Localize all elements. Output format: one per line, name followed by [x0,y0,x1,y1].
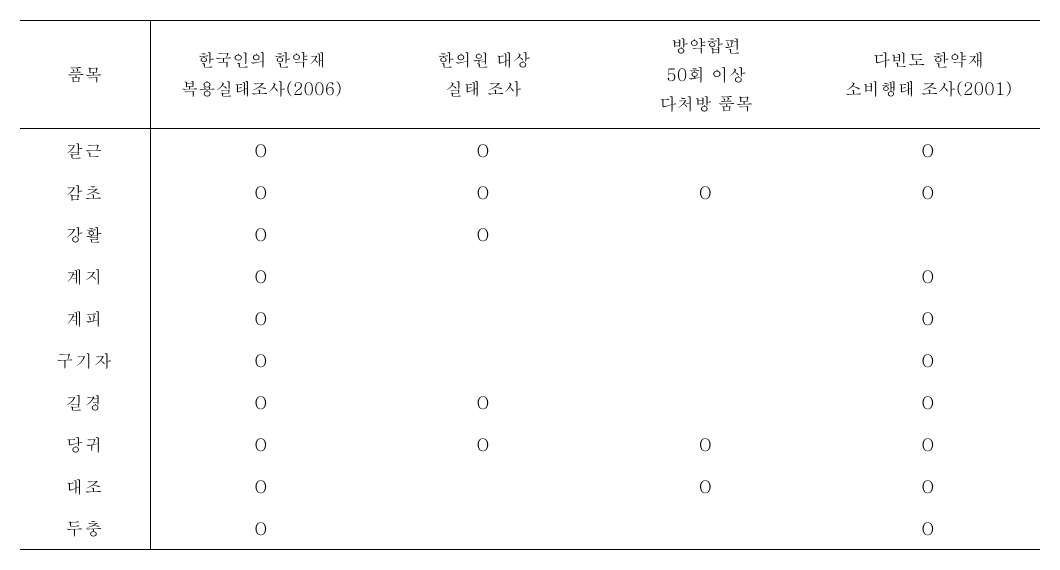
herb-survey-table: 품목 한국인의 한약재복용실태조사(2006) 한의원 대상실태 조사 방약합편… [20,20,1040,550]
mark-cell: O [373,381,595,423]
item-cell: 감초 [20,171,150,213]
table-body: 갈근 O O O 감초 O O O O 강활 O O 계지 O O 계 [20,128,1040,549]
mark-cell [595,381,817,423]
col-header-bangyak: 방약합편50회 이상다처방 품목 [595,21,817,129]
mark-cell: O [150,255,372,297]
mark-cell [595,507,817,550]
mark-cell: O [150,129,372,171]
mark-cell: O [818,171,1040,213]
table-row: 당귀 O O O O [20,423,1040,465]
mark-cell: O [818,507,1040,550]
mark-cell: O [595,171,817,213]
col-header-clinic-survey: 한의원 대상실태 조사 [373,21,595,129]
item-cell: 길경 [20,381,150,423]
mark-cell: O [595,423,817,465]
item-cell: 구기자 [20,339,150,381]
col-header-label: 다빈도 한약재소비행태 조사(2001) [845,47,1013,100]
col-header-survey-2001: 다빈도 한약재소비행태 조사(2001) [818,21,1040,129]
mark-cell: O [818,297,1040,339]
item-cell: 대조 [20,465,150,507]
table-row: 계피 O O [20,297,1040,339]
mark-cell [595,255,817,297]
mark-cell: O [818,255,1040,297]
mark-cell [595,213,817,255]
mark-cell [595,129,817,171]
mark-cell: O [150,297,372,339]
table-row: 갈근 O O O [20,129,1040,171]
mark-cell: O [818,423,1040,465]
mark-cell [373,297,595,339]
mark-cell: O [373,423,595,465]
mark-cell [373,465,595,507]
table-row: 강활 O O [20,213,1040,255]
item-cell: 갈근 [20,129,150,171]
table-row: 대조 O O O [20,465,1040,507]
table-header: 품목 한국인의 한약재복용실태조사(2006) 한의원 대상실태 조사 방약합편… [20,21,1040,129]
col-header-label: 한의원 대상실태 조사 [437,47,531,100]
mark-cell [595,339,817,381]
mark-cell: O [818,129,1040,171]
mark-cell [373,339,595,381]
table-row: 계지 O O [20,255,1040,297]
mark-cell: O [150,213,372,255]
col-header-label: 한국인의 한약재복용실태조사(2006) [181,47,342,100]
table-row: 길경 O O O [20,381,1040,423]
table-row: 두충 O O [20,507,1040,550]
col-header-survey-2006: 한국인의 한약재복용실태조사(2006) [150,21,372,129]
col-header-label: 품목 [67,62,102,86]
mark-cell: O [373,129,595,171]
table-row: 구기자 O O [20,339,1040,381]
mark-cell: O [818,339,1040,381]
mark-cell: O [150,507,372,550]
mark-cell [818,213,1040,255]
mark-cell: O [818,465,1040,507]
mark-cell: O [373,171,595,213]
mark-cell [373,507,595,550]
mark-cell: O [150,423,372,465]
mark-cell: O [150,381,372,423]
mark-cell [595,297,817,339]
mark-cell: O [818,381,1040,423]
item-cell: 강활 [20,213,150,255]
item-cell: 당귀 [20,423,150,465]
item-cell: 계지 [20,255,150,297]
col-header-label: 방약합편50회 이상다처방 품목 [659,33,753,115]
mark-cell: O [150,171,372,213]
item-cell: 두충 [20,507,150,550]
table-row: 감초 O O O O [20,171,1040,213]
mark-cell: O [595,465,817,507]
mark-cell: O [150,339,372,381]
item-cell: 계피 [20,297,150,339]
col-header-item: 품목 [20,21,150,129]
mark-cell: O [373,213,595,255]
mark-cell: O [150,465,372,507]
mark-cell [373,255,595,297]
